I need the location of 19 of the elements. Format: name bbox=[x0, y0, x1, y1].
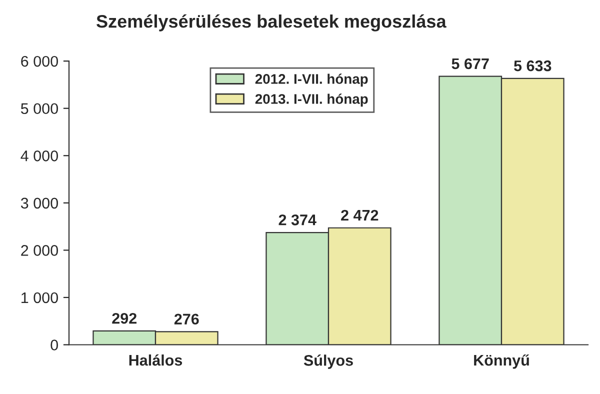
y-tick-label: 0 bbox=[50, 340, 58, 350]
data-label: 2 472 bbox=[341, 210, 378, 221]
chart-title: Személysérüléses balesetek megoszlása bbox=[96, 14, 446, 32]
y-tick-label: 4 000 bbox=[20, 150, 58, 162]
x-tick-label: Halálos bbox=[129, 354, 182, 366]
data-label: 5 633 bbox=[514, 60, 552, 72]
data-label: 5 677 bbox=[452, 58, 489, 70]
data-label: 2 374 bbox=[278, 214, 316, 226]
y-tick-label: 6 000 bbox=[21, 56, 58, 67]
y-tick-label: 5 000 bbox=[20, 103, 58, 114]
data-label: 276 bbox=[174, 314, 199, 325]
y-tick-label: 2 000 bbox=[21, 245, 58, 256]
x-tick-label: Súlyos bbox=[304, 354, 353, 369]
legend-label: 2013. I-VII. hónap bbox=[255, 94, 368, 107]
y-tick-label: 1 000 bbox=[22, 292, 58, 304]
data-label: 292 bbox=[112, 312, 136, 324]
x-tick-label: Könnyű bbox=[474, 354, 529, 369]
legend-label: 2012. I-VII. hónap bbox=[255, 74, 368, 87]
y-tick-label: 3 000 bbox=[20, 198, 58, 209]
